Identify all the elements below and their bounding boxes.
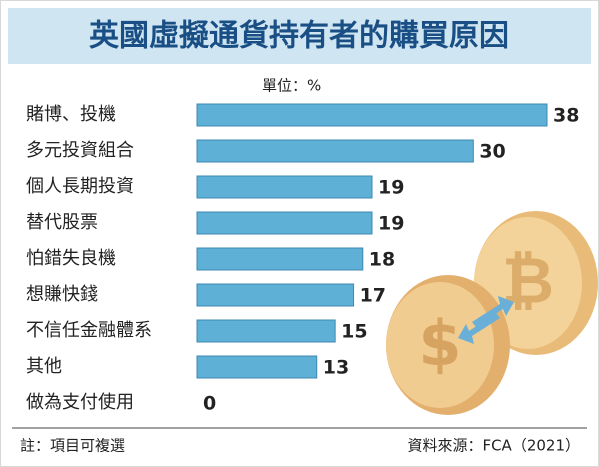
bar xyxy=(196,103,548,127)
category-label: 其他 xyxy=(26,356,62,377)
chart-title: 英國虛擬通貨持有者的購買原因 xyxy=(89,19,509,54)
value-label: 15 xyxy=(341,321,367,343)
category-label: 多元投資組合 xyxy=(26,140,134,161)
category-label: 賭博、投機 xyxy=(26,104,116,125)
category-label: 替代股票 xyxy=(26,212,98,233)
value-label: 18 xyxy=(369,249,395,271)
value-label: 19 xyxy=(378,177,404,199)
value-label: 19 xyxy=(378,213,404,235)
source: 資料來源：FCA（2021） xyxy=(407,437,580,455)
bar xyxy=(196,211,373,235)
title-banner xyxy=(8,8,591,64)
bar xyxy=(196,355,318,379)
value-label: 17 xyxy=(360,285,386,307)
bar xyxy=(196,139,474,163)
category-label: 做為支付使用 xyxy=(26,392,134,413)
unit-label: 單位：% xyxy=(262,77,321,95)
category-label: 個人長期投資 xyxy=(26,176,134,197)
value-label: 38 xyxy=(553,105,579,127)
value-label: 0 xyxy=(203,393,216,415)
bar xyxy=(196,283,355,307)
category-label: 怕錯失良機 xyxy=(26,248,116,269)
bar xyxy=(196,319,336,343)
bar xyxy=(196,175,373,199)
svg-text:$: $ xyxy=(418,307,461,380)
category-label: 想賺快錢 xyxy=(26,284,98,305)
value-label: 13 xyxy=(323,357,349,379)
note: 註：項目可複選 xyxy=(20,437,125,455)
category-label: 不信任金融體系 xyxy=(26,320,152,341)
value-label: 30 xyxy=(479,141,505,163)
bar xyxy=(196,247,364,271)
coin-illustration: ₿ $ xyxy=(386,211,598,415)
